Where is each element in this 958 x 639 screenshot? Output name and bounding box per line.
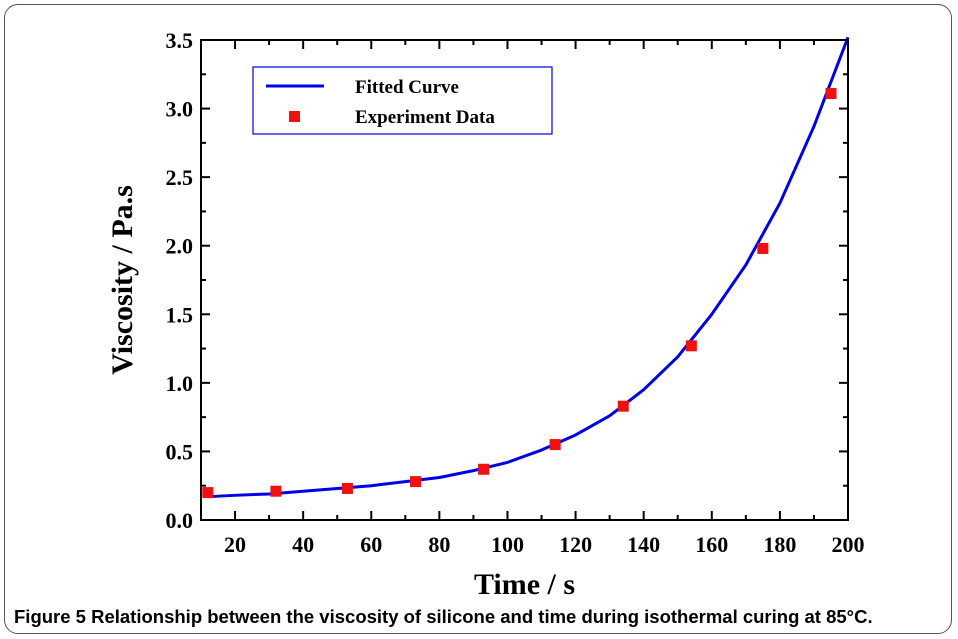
x-tick-label: 40	[292, 532, 314, 557]
y-tick-label: 3.5	[166, 28, 194, 53]
legend-experiment-data-swatch	[289, 111, 300, 122]
x-tick-label: 80	[428, 532, 450, 557]
x-tick-label: 140	[627, 532, 660, 557]
x-tick-label: 100	[491, 532, 524, 557]
experiment-data-point	[757, 242, 769, 254]
fitted-curve-line	[207, 36, 850, 499]
axis-tick-labels: 20 40 60 80 100 120 140 160 180 200 0.0 0.5 1.0 1.5 2.…	[166, 28, 865, 557]
y-tick-label: 3.0	[166, 97, 194, 122]
y-tick-label: 2.5	[166, 165, 194, 190]
x-tick-label: 20	[224, 532, 246, 557]
experiment-data-point	[410, 476, 422, 488]
caption-text: Relationship between the viscosity of si…	[91, 606, 873, 627]
experiment-data-point	[549, 439, 561, 451]
x-tick-label: 180	[763, 532, 796, 557]
legend-fitted-curve-label: Fitted Curve	[355, 77, 459, 98]
y-tick-label: 2.0	[166, 234, 194, 259]
experiment-data-point	[825, 87, 837, 99]
x-tick-label: 120	[559, 532, 592, 557]
experiment-data-point	[341, 482, 353, 494]
y-tick-label: 0.5	[166, 439, 194, 464]
experiment-data-point	[617, 400, 629, 412]
x-axis-title: Time / s	[474, 568, 575, 601]
experiment-data-point	[685, 340, 697, 352]
x-tick-label: 60	[360, 532, 382, 557]
legend-box	[252, 66, 553, 135]
y-tick-label: 0.0	[166, 508, 194, 533]
figure-number: Figure 5	[14, 606, 86, 627]
x-tick-label: 200	[832, 532, 865, 557]
experiment-data-point	[202, 487, 214, 499]
legend: Fitted Curve Experiment Data	[252, 66, 553, 135]
axis-ticks	[201, 39, 849, 521]
experiment-data-point	[478, 463, 490, 475]
y-axis-title: Viscosity / Pa.s	[106, 185, 139, 375]
y-tick-label: 1.0	[166, 371, 194, 396]
series-layer	[202, 36, 850, 499]
experiment-data-point	[270, 485, 282, 497]
x-tick-label: 160	[695, 532, 728, 557]
legend-experiment-data-label: Experiment Data	[355, 107, 495, 128]
figure-caption: Figure 5 Relationship between the viscos…	[14, 606, 954, 632]
y-tick-label: 1.5	[166, 302, 194, 327]
